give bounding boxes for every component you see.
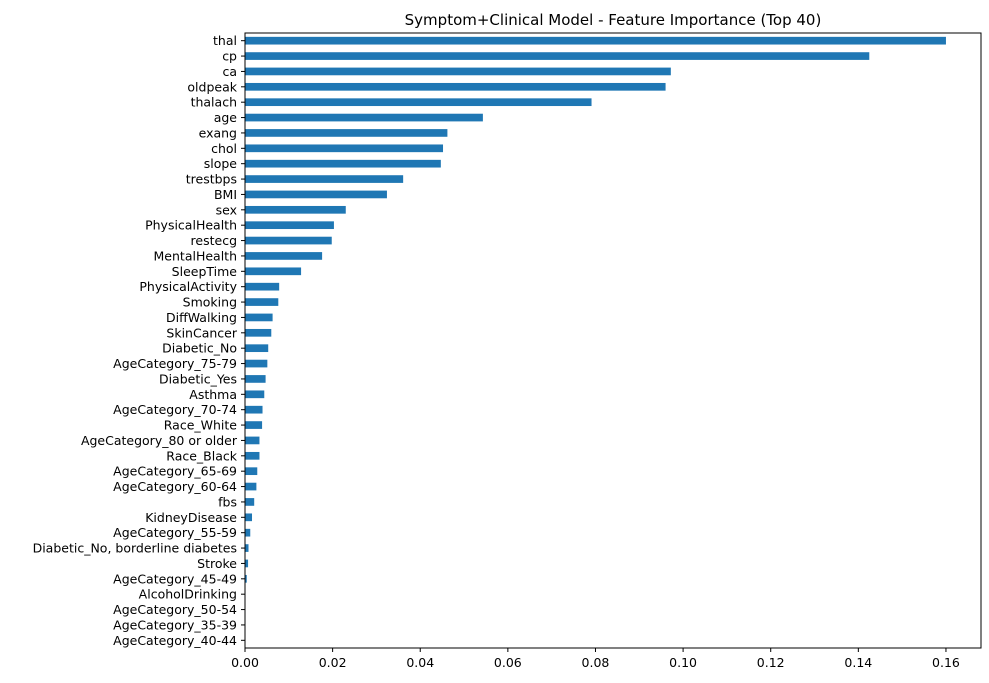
y-tick-label: AgeCategory_80 or older (81, 433, 238, 448)
bar (245, 529, 250, 537)
y-tick-label: AgeCategory_55-59 (113, 525, 237, 540)
y-tick-labels: thalcpcaoldpeakthalachageexangcholslopet… (33, 33, 245, 648)
y-tick-label: Race_Black (166, 448, 237, 463)
y-tick-label: AgeCategory_45-49 (113, 571, 237, 586)
y-tick-label: Stroke (197, 556, 237, 571)
x-tick-label: 0.02 (319, 655, 347, 670)
bar (245, 375, 266, 383)
x-tick-label: 0.08 (582, 655, 610, 670)
x-tick-label: 0.16 (932, 655, 960, 670)
bar (245, 467, 257, 475)
bar (245, 390, 264, 398)
bar (245, 252, 322, 260)
y-tick-label: KidneyDisease (145, 510, 237, 525)
plot-frame (245, 33, 981, 648)
y-tick-label: chol (211, 141, 237, 156)
y-tick-label: slope (204, 156, 238, 171)
y-tick-label: BMI (214, 187, 237, 202)
bar (245, 206, 346, 214)
bar (245, 144, 443, 152)
y-tick-label: Smoking (183, 295, 237, 310)
bar (245, 129, 447, 137)
bars-layer (245, 37, 946, 614)
x-tick-label: 0.04 (406, 655, 434, 670)
y-tick-label: Diabetic_No, borderline diabetes (33, 541, 237, 556)
y-tick-label: AgeCategory_75-79 (113, 356, 237, 371)
bar (245, 237, 332, 245)
y-tick-label: age (214, 110, 238, 125)
chart-title: Symptom+Clinical Model - Feature Importa… (405, 11, 822, 29)
y-tick-label: trestbps (186, 172, 237, 187)
bar (245, 98, 592, 106)
bar (245, 314, 273, 322)
y-tick-label: ca (222, 64, 237, 79)
y-tick-label: Race_White (164, 418, 238, 433)
bar (245, 37, 946, 45)
bar (245, 221, 334, 229)
x-tick-label: 0.10 (669, 655, 697, 670)
bar (245, 544, 249, 552)
y-tick-label: Diabetic_No (162, 341, 237, 356)
y-tick-label: cp (222, 49, 237, 64)
y-tick-label: AgeCategory_65-69 (113, 464, 237, 479)
y-tick-label: PhysicalHealth (145, 218, 237, 233)
y-tick-label: AlcoholDrinking (139, 587, 237, 602)
y-tick-label: fbs (218, 494, 237, 509)
y-tick-label: SkinCancer (166, 325, 237, 340)
bar (245, 191, 387, 199)
bar (245, 283, 279, 291)
bar (245, 175, 403, 183)
bar (245, 329, 271, 337)
bar (245, 52, 869, 60)
x-tick-label: 0.00 (231, 655, 259, 670)
bar (245, 298, 278, 306)
bar (245, 406, 263, 414)
y-tick-label: AgeCategory_40-44 (113, 633, 237, 648)
y-tick-label: thalach (191, 95, 237, 110)
bar (245, 452, 259, 460)
bar (245, 421, 262, 429)
bar (245, 498, 254, 506)
bar (245, 344, 268, 352)
y-tick-label: PhysicalActivity (139, 279, 237, 294)
bar (245, 267, 301, 275)
y-tick-label: oldpeak (187, 79, 237, 94)
y-tick-label: SleepTime (172, 264, 238, 279)
x-tick-label: 0.14 (844, 655, 872, 670)
y-tick-label: DiffWalking (166, 310, 237, 325)
bar (245, 360, 267, 368)
bar (245, 437, 259, 445)
bar (245, 513, 252, 521)
y-tick-label: AgeCategory_60-64 (113, 479, 237, 494)
bar (245, 68, 671, 76)
y-tick-label: AgeCategory_70-74 (113, 402, 237, 417)
x-axis: 0.00 0.02 0.04 0.06 0.08 0.10 0.12 0.14 0.16 (231, 648, 960, 670)
bar (245, 483, 256, 491)
x-tick-label: 0.12 (757, 655, 785, 670)
y-tick-label: thal (213, 33, 237, 48)
x-tick-label: 0.06 (494, 655, 522, 670)
bar (245, 83, 666, 91)
y-tick-label: sex (216, 202, 237, 217)
y-tick-label: restecg (191, 233, 237, 248)
y-tick-label: MentalHealth (154, 248, 237, 263)
y-tick-label: AgeCategory_50-54 (113, 602, 237, 617)
y-tick-label: Asthma (189, 387, 237, 402)
y-tick-label: exang (199, 125, 237, 140)
bar (245, 114, 483, 122)
bar (245, 160, 441, 168)
y-tick-label: AgeCategory_35-39 (113, 617, 237, 632)
y-tick-label: Diabetic_Yes (159, 371, 237, 386)
